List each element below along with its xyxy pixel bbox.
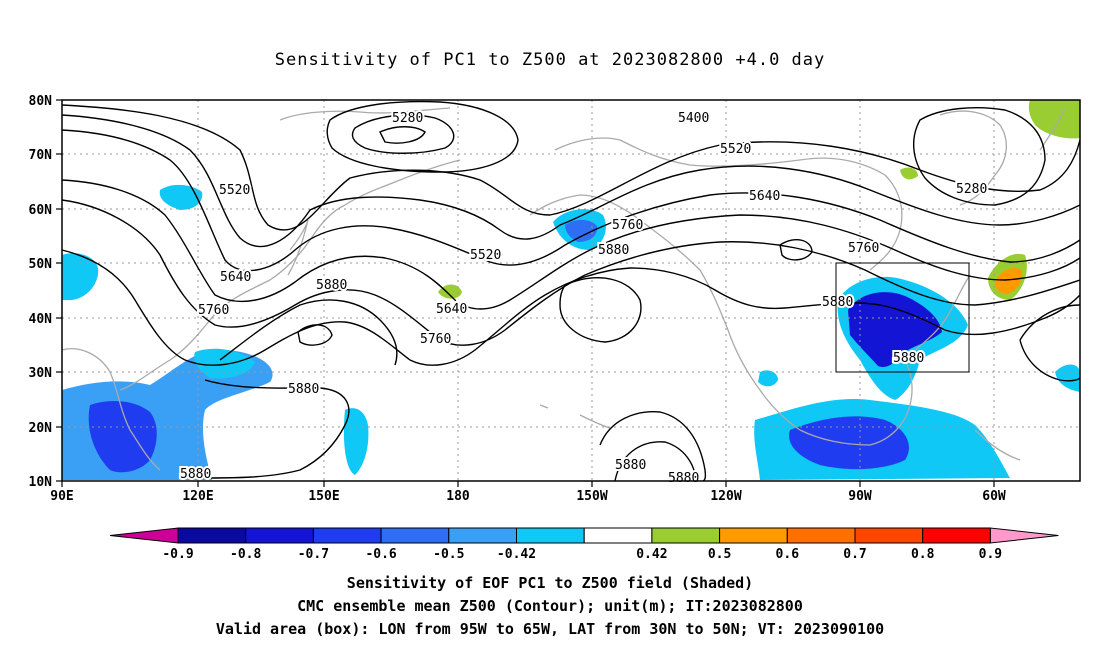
lon-axis-labels: 90E 120E 150E 180 150W 120W 90W 60W xyxy=(50,489,1006,504)
lon-label: 90W xyxy=(848,489,872,504)
colorbar-low-arrow xyxy=(109,527,179,544)
lon-label: 60W xyxy=(982,489,1006,504)
colorbar-label: 0.6 xyxy=(776,547,800,562)
shade-west-tropics-small xyxy=(343,408,369,475)
contour-label: 5880 xyxy=(316,278,347,293)
shade-dateline-green xyxy=(438,284,462,299)
shade-japan-south xyxy=(194,348,255,379)
contour-label-layer: 5280 5400 5520 5520 5520 5640 5640 5640 … xyxy=(178,109,989,488)
colorbar-swatch xyxy=(854,527,924,544)
colorbar-label: 0.42 xyxy=(636,547,667,562)
colorbar-swatch xyxy=(922,527,991,544)
shade-florida-small xyxy=(758,370,778,387)
colorbar-label: -0.42 xyxy=(497,547,536,562)
lat-label: 50N xyxy=(29,257,53,272)
page-title: Sensitivity of PC1 to Z500 at 2023082800… xyxy=(274,50,826,70)
height-contours xyxy=(61,100,1081,482)
sensitivity-shading xyxy=(62,100,1080,480)
lon-label: 90E xyxy=(50,489,73,504)
contour-label: 5640 xyxy=(749,189,780,204)
lat-label: 30N xyxy=(29,366,53,381)
colorbar-label: 0.7 xyxy=(843,547,866,562)
colorbar-swatch xyxy=(380,527,450,544)
colorbar-swatch xyxy=(516,527,585,544)
contour-label: 5880 xyxy=(668,471,699,486)
contour-label: 5880 xyxy=(822,295,853,310)
lat-label: 10N xyxy=(29,475,53,490)
contour-label: 5520 xyxy=(470,248,501,263)
colorbar-swatch xyxy=(312,527,382,544)
lat-label: 60N xyxy=(29,203,53,218)
lat-label: 20N xyxy=(29,421,53,436)
colorbar-swatch xyxy=(786,527,856,544)
contour-label: 5880 xyxy=(288,382,319,397)
shade-north-america-core xyxy=(848,292,942,368)
colorbar-label: 0.9 xyxy=(979,547,1002,562)
contour-label: 5880 xyxy=(180,467,211,482)
valid-area-box xyxy=(835,262,970,373)
colorbar: -0.9 -0.8 -0.7 -0.6 -0.5 -0.42 0.42 0.5 0.6 0.7 0.… xyxy=(109,527,1059,562)
shade-gulf-alaska-core xyxy=(565,219,598,242)
contour-label: 5760 xyxy=(198,303,229,318)
shade-west-edge xyxy=(62,253,99,300)
lon-label: 180 xyxy=(446,489,470,504)
lon-label: 150E xyxy=(308,489,339,504)
shade-hudson-green xyxy=(900,167,918,180)
shade-east-asia-core xyxy=(88,400,157,473)
colorbar-label: -0.7 xyxy=(298,547,329,562)
caption-valid-area: Valid area (box): LON from 95W to 65W, L… xyxy=(215,620,885,638)
colorbar-label: -0.9 xyxy=(162,547,193,562)
shade-greenland-green xyxy=(1028,100,1080,139)
contour-label: 5280 xyxy=(956,182,987,197)
colorbar-swatch xyxy=(245,527,314,544)
lat-label: 70N xyxy=(29,148,53,163)
lat-axis-labels: 80N 70N 60N 50N 40N 30N 20N 10N xyxy=(29,94,53,490)
map-frame xyxy=(61,99,1081,482)
colorbar-label: -0.8 xyxy=(230,547,261,562)
colorbar-swatch xyxy=(583,527,653,544)
caption-shading: Sensitivity of EOF PC1 to Z500 field (Sh… xyxy=(346,574,754,592)
contour-label: 5400 xyxy=(678,111,709,126)
contour-label: 5520 xyxy=(720,142,751,157)
lat-label: 80N xyxy=(29,94,53,109)
contour-label: 5880 xyxy=(598,243,629,258)
shade-kamchatka xyxy=(159,184,203,210)
colorbar-high-arrow xyxy=(989,527,1059,544)
caption-contour: CMC ensemble mean Z500 (Contour); unit(m… xyxy=(297,597,803,615)
lon-label: 150W xyxy=(576,489,607,504)
colorbar-swatch xyxy=(719,527,788,544)
contour-label: 5760 xyxy=(420,332,451,347)
contour-label: 5880 xyxy=(615,458,646,473)
contour-label: 5520 xyxy=(219,183,250,198)
coastlines xyxy=(61,107,1066,471)
shade-atlantic-orange xyxy=(994,268,1023,294)
colorbar-label: 0.5 xyxy=(708,547,731,562)
colorbar-label: 0.8 xyxy=(911,547,935,562)
lat-label: 40N xyxy=(29,312,53,327)
contour-label: 5760 xyxy=(848,241,879,256)
colorbar-swatch xyxy=(448,527,517,544)
contour-label: 5880 xyxy=(893,351,924,366)
colorbar-label: -0.5 xyxy=(433,547,464,562)
contour-label: 5280 xyxy=(392,111,423,126)
contour-label: 5760 xyxy=(612,218,643,233)
colorbar-swatch xyxy=(651,527,721,544)
colorbar-label: -0.6 xyxy=(365,547,396,562)
shade-caribbean-core xyxy=(789,416,909,470)
graticule xyxy=(62,100,1080,481)
shade-atlantic-east xyxy=(1055,364,1080,392)
colorbar-swatch xyxy=(177,527,247,544)
contour-label: 5640 xyxy=(220,270,251,285)
lon-label: 120E xyxy=(182,489,213,504)
axis-ticks xyxy=(56,99,995,487)
contour-label: 5640 xyxy=(436,302,467,317)
lon-label: 120W xyxy=(710,489,741,504)
